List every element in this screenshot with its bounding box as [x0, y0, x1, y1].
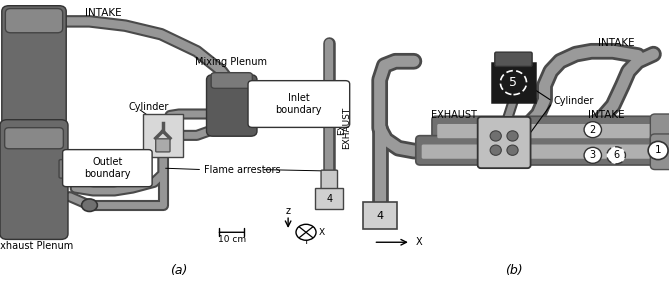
Text: (a): (a) [171, 264, 187, 277]
Circle shape [82, 199, 98, 211]
FancyBboxPatch shape [2, 6, 66, 125]
FancyBboxPatch shape [650, 114, 669, 147]
FancyBboxPatch shape [5, 128, 64, 149]
Text: 1: 1 [655, 145, 662, 156]
Text: 4: 4 [326, 194, 332, 204]
FancyBboxPatch shape [492, 63, 535, 102]
Text: Exhaust Plenum: Exhaust Plenum [0, 241, 74, 251]
Text: 6: 6 [613, 150, 619, 160]
FancyBboxPatch shape [650, 134, 669, 170]
FancyBboxPatch shape [315, 188, 343, 209]
FancyBboxPatch shape [321, 170, 338, 189]
FancyBboxPatch shape [415, 136, 664, 165]
Circle shape [607, 147, 626, 164]
FancyBboxPatch shape [211, 73, 252, 88]
Text: INTAKE: INTAKE [589, 110, 625, 121]
Text: z: z [286, 206, 290, 216]
Text: INTAKE: INTAKE [86, 8, 122, 18]
Text: EXHAUST: EXHAUST [337, 93, 347, 135]
FancyBboxPatch shape [59, 160, 77, 178]
Text: 2: 2 [589, 125, 596, 135]
Circle shape [507, 145, 518, 155]
FancyBboxPatch shape [438, 124, 658, 138]
Text: Air Plenum: Air Plenum [7, 130, 61, 140]
Circle shape [584, 122, 601, 138]
Text: 10 cm: 10 cm [217, 235, 246, 244]
Text: Outlet
boundary: Outlet boundary [84, 157, 130, 179]
FancyBboxPatch shape [63, 150, 152, 187]
Text: Cylinder: Cylinder [129, 102, 169, 112]
FancyBboxPatch shape [0, 120, 68, 239]
Text: EXHAUST: EXHAUST [343, 107, 351, 149]
Text: Inlet
boundary: Inlet boundary [276, 93, 322, 115]
Text: 4: 4 [376, 211, 383, 221]
FancyBboxPatch shape [363, 202, 397, 229]
Circle shape [584, 147, 601, 163]
FancyBboxPatch shape [495, 52, 532, 66]
Text: Mixing Plenum: Mixing Plenum [195, 57, 267, 67]
FancyBboxPatch shape [207, 75, 257, 136]
Text: INTAKE: INTAKE [598, 38, 634, 48]
FancyBboxPatch shape [156, 139, 170, 152]
FancyBboxPatch shape [248, 81, 350, 127]
Circle shape [296, 224, 316, 240]
FancyBboxPatch shape [421, 144, 658, 159]
Text: 5: 5 [510, 76, 517, 89]
Circle shape [648, 141, 668, 160]
Circle shape [490, 131, 501, 141]
FancyBboxPatch shape [5, 9, 63, 33]
Circle shape [507, 131, 518, 141]
Circle shape [490, 145, 501, 155]
Text: X: X [318, 228, 324, 237]
Text: (b): (b) [504, 264, 522, 277]
FancyBboxPatch shape [143, 114, 183, 157]
Text: X: X [415, 237, 422, 247]
Text: 3: 3 [589, 150, 596, 160]
Text: EXHAUST: EXHAUST [432, 110, 477, 121]
Text: Flame arrestors: Flame arrestors [204, 164, 280, 175]
Text: Cylinder: Cylinder [554, 96, 594, 106]
FancyBboxPatch shape [432, 116, 664, 143]
Text: Y: Y [303, 237, 308, 246]
FancyBboxPatch shape [478, 117, 531, 168]
